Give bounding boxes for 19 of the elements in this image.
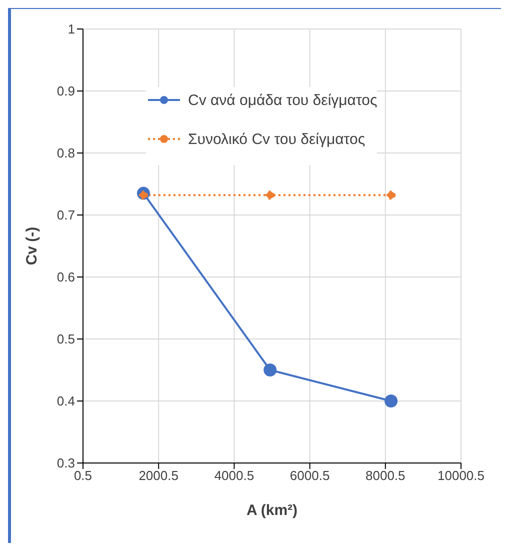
x-tick-label: 6000.5 bbox=[290, 468, 330, 484]
y-tick-label: 0.3 bbox=[56, 456, 75, 471]
y-tick-label: 0.5 bbox=[56, 332, 75, 347]
x-axis-title: A (km²) bbox=[246, 502, 298, 519]
x-tick-label: 8000.5 bbox=[366, 468, 406, 484]
x-tick-label: 4000.5 bbox=[214, 468, 254, 484]
y-tick-label: 1 bbox=[68, 22, 75, 37]
chart-frame: 0.5 2000.5 4000.5 6000.5 8000.5 10000.5 A (km²) 0.3 0.4 0.5 0.6 0.7 0.8 0.9 1 Cv (-) Cv ανά ομάδα του δείγματος Συνολικό Cv του δείγματος bbox=[8, 8, 501, 543]
y-tick-label: 0.4 bbox=[56, 394, 75, 409]
x-tick-label: 2000.5 bbox=[138, 468, 178, 484]
y-tick-label: 0.8 bbox=[56, 146, 75, 161]
y-tick-label: 0.6 bbox=[56, 270, 75, 285]
y-axis-title: Cv (-) bbox=[23, 226, 40, 266]
x-tick-label: 10000.5 bbox=[438, 468, 484, 484]
legend-label: Cv ανά ομάδα του δείγματος bbox=[188, 92, 378, 108]
y-tick-label: 0.7 bbox=[56, 208, 75, 223]
x-tick-label: 0.5 bbox=[74, 468, 92, 484]
legend-label: Συνολικό Cv του δείγματος bbox=[188, 130, 366, 148]
y-tick-label: 0.9 bbox=[56, 84, 75, 99]
